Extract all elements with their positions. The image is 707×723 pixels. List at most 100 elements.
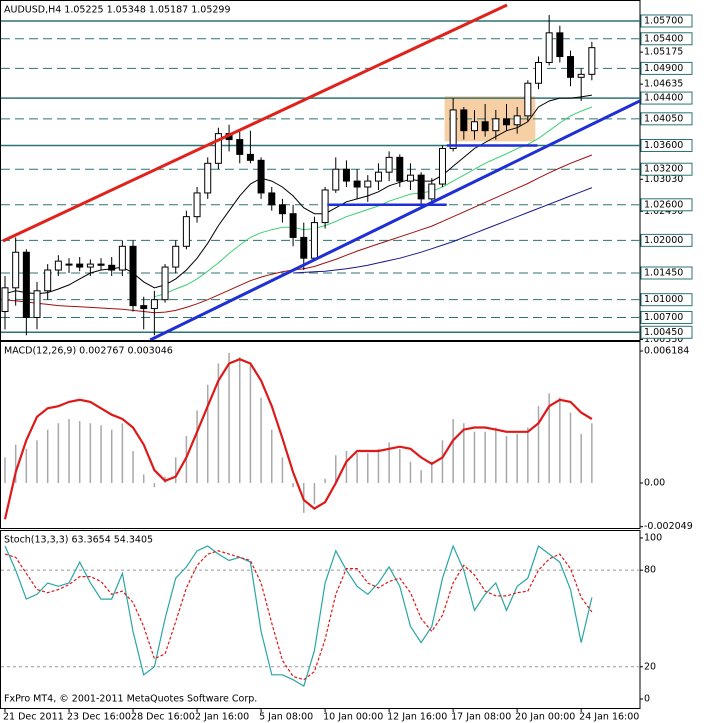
panel-frame	[0, 0, 641, 341]
candle-body	[172, 245, 180, 268]
candle-body	[449, 109, 457, 149]
level-label: 1.00450	[644, 327, 683, 338]
candle-body	[97, 263, 105, 266]
level-label: 1.04400	[644, 93, 683, 104]
candle-body	[428, 183, 436, 200]
candle-body	[65, 263, 73, 266]
stoch-line	[4, 544, 593, 688]
level-label: 1.04900	[644, 63, 683, 74]
plot-area	[3, 352, 593, 520]
candle-body	[524, 82, 532, 117]
candle-body	[460, 109, 468, 132]
candle-body	[268, 192, 276, 206]
candle-body	[300, 236, 308, 259]
x-tick-label: 28 Dec 16:00	[131, 712, 195, 723]
moving-average	[4, 154, 593, 314]
candle-body	[33, 290, 41, 318]
candle-body	[12, 251, 20, 289]
candle-body	[182, 216, 190, 247]
moving-average	[154, 106, 593, 298]
moving-average	[293, 187, 593, 274]
candle-body	[150, 299, 158, 310]
y-tick-label: 0.006184	[644, 346, 689, 357]
stoch-line	[4, 550, 593, 681]
candle-body	[364, 180, 372, 188]
candle-body	[556, 32, 564, 58]
x-tick-label: 12 Jan 16:00	[387, 712, 447, 723]
candle-body	[342, 168, 350, 182]
candle-body	[108, 264, 116, 271]
candle-body	[54, 260, 62, 271]
candle-body	[438, 147, 446, 185]
candle-body	[236, 139, 244, 155]
candle-body	[246, 153, 254, 161]
x-tick-label: 21 Dec 2011	[3, 712, 64, 723]
candle-body	[492, 118, 500, 132]
x-tick-label: 10 Jan 00:00	[323, 712, 383, 723]
y-tick-label: 0	[644, 693, 650, 704]
candle-body	[310, 222, 318, 259]
level-label-box	[640, 198, 693, 212]
candle-body	[385, 156, 393, 173]
level-label-box	[640, 91, 693, 105]
plot-area	[1, 3, 640, 340]
level-label-box	[640, 139, 693, 153]
y-tick-label: 1.04635	[644, 79, 683, 90]
candle-body	[502, 118, 510, 126]
x-tick-label: 20 Jan 00:00	[515, 712, 575, 723]
level-label-box	[640, 233, 693, 247]
candle-body	[118, 245, 126, 271]
candle-body	[353, 180, 361, 188]
candle-body	[278, 204, 286, 215]
trendline	[2, 3, 508, 243]
candle-body	[332, 168, 340, 191]
candle-body	[481, 121, 489, 132]
y-tick-label: 20	[644, 661, 656, 672]
y-tick-label: 100	[644, 532, 662, 543]
candle-body	[257, 159, 265, 194]
signal-line	[3, 358, 593, 520]
level-label: 1.01450	[644, 267, 683, 278]
candle-body	[193, 192, 201, 218]
y-tick-label: 1.03030	[644, 174, 683, 185]
candle-body	[535, 61, 542, 84]
panel-title: Stoch(13,3,3) 63.3654 54.3405	[4, 535, 153, 546]
level-label: 1.01000	[644, 294, 683, 305]
moving-average	[4, 94, 592, 295]
level-label: 1.05700	[644, 15, 683, 26]
y-tick-label: 80	[644, 565, 656, 576]
footer: FxPro MT4, © 2001-2011 MetaQuotes Softwa…	[4, 694, 257, 705]
candle-body	[321, 189, 329, 224]
level-label: 1.00700	[644, 312, 683, 323]
level-label: 1.04050	[644, 113, 683, 124]
y-tick-label: 1.05175	[644, 47, 683, 58]
level-label: 1.02600	[644, 199, 683, 210]
panel-frame	[0, 530, 641, 709]
candle-body	[289, 213, 297, 238]
y-tick-label: 1.00330	[644, 334, 683, 345]
panel-frame	[0, 341, 641, 529]
candle-body	[406, 174, 414, 182]
level-label: 1.05400	[644, 33, 683, 44]
level-label: 1.03600	[644, 140, 683, 151]
y-tick-label: -0.002049	[644, 521, 693, 532]
level-label-box	[640, 112, 693, 126]
level-label-box	[640, 325, 693, 339]
candle-body	[374, 171, 382, 182]
panel-title: AUDUSD,H4 1.05225 1.05348 1.05187 1.0529…	[4, 5, 231, 16]
level-label-box	[640, 310, 693, 324]
x-tick-label: 5 Jan 08:00	[259, 712, 313, 723]
plot-area	[1, 544, 640, 688]
candle-body	[567, 56, 575, 78]
candle-body	[470, 121, 478, 132]
candle-body	[129, 245, 137, 307]
candle-body	[22, 251, 30, 318]
candle-body	[396, 156, 404, 182]
level-label-box	[640, 293, 693, 307]
candle-body	[214, 133, 222, 164]
candle-body	[577, 73, 585, 78]
level-label: 1.02000	[644, 235, 683, 246]
panel-title: MACD(12,26,9) 0.002767 0.003046	[4, 346, 173, 357]
candle-body	[1, 287, 9, 313]
